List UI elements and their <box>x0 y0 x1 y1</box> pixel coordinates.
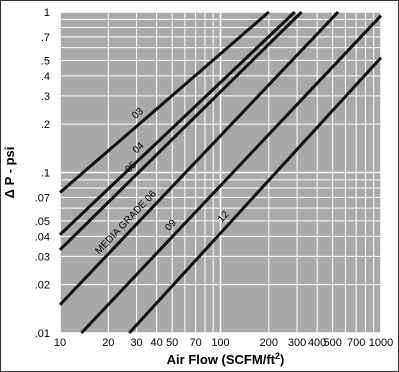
x-tick-label: 10 <box>54 337 66 349</box>
x-tick-label: 200 <box>260 337 278 349</box>
y-tick-label: .01 <box>35 328 50 340</box>
x-axis-title: Air Flow (SCFM/ft2) <box>167 351 285 367</box>
x-tick-label: 1000 <box>369 337 393 349</box>
y-tick-label: .3 <box>41 91 50 103</box>
y-tick-label: .03 <box>35 251 50 263</box>
x-tick-label: 30 <box>130 337 142 349</box>
y-tick-label: .1 <box>41 168 50 180</box>
x-tick-label: 700 <box>347 337 365 349</box>
grid <box>59 11 382 334</box>
x-tick-label: 300 <box>288 337 306 349</box>
y-tick-label: 1 <box>44 7 50 19</box>
y-tick-label: .04 <box>35 231 50 243</box>
y-tick-label: .02 <box>35 280 50 292</box>
series-line-04 <box>58 10 296 236</box>
x-tick-label: 50 <box>166 337 178 349</box>
x-tick-label: 40 <box>151 337 163 349</box>
x-tick-label: 20 <box>102 337 114 349</box>
x-tick-label: 500 <box>324 337 342 349</box>
x-tick-label: 100 <box>211 337 229 349</box>
y-tick-label: .5 <box>41 55 50 67</box>
y-tick-label: .2 <box>41 119 50 131</box>
y-tick-label: .4 <box>41 71 50 83</box>
y-tick-label: .7 <box>41 32 50 44</box>
y-tick-labels: .01 .02 .03 .04 .05 .07 .1 .2 .3 .4 .5 .7 1 <box>35 7 50 340</box>
series-line-06 <box>58 10 340 306</box>
series-lines <box>58 10 383 335</box>
series-line-09 <box>80 14 383 335</box>
series-line-12 <box>128 56 383 335</box>
series-line-05 <box>58 10 303 251</box>
series-line-03 <box>59 10 270 194</box>
x-tick-label: 70 <box>190 337 202 349</box>
y-axis-title: Δ P - psi <box>2 147 17 199</box>
y-tick-label: .05 <box>35 216 50 228</box>
y-tick-label: .07 <box>35 192 50 204</box>
x-tick-label: 400 <box>308 337 326 349</box>
